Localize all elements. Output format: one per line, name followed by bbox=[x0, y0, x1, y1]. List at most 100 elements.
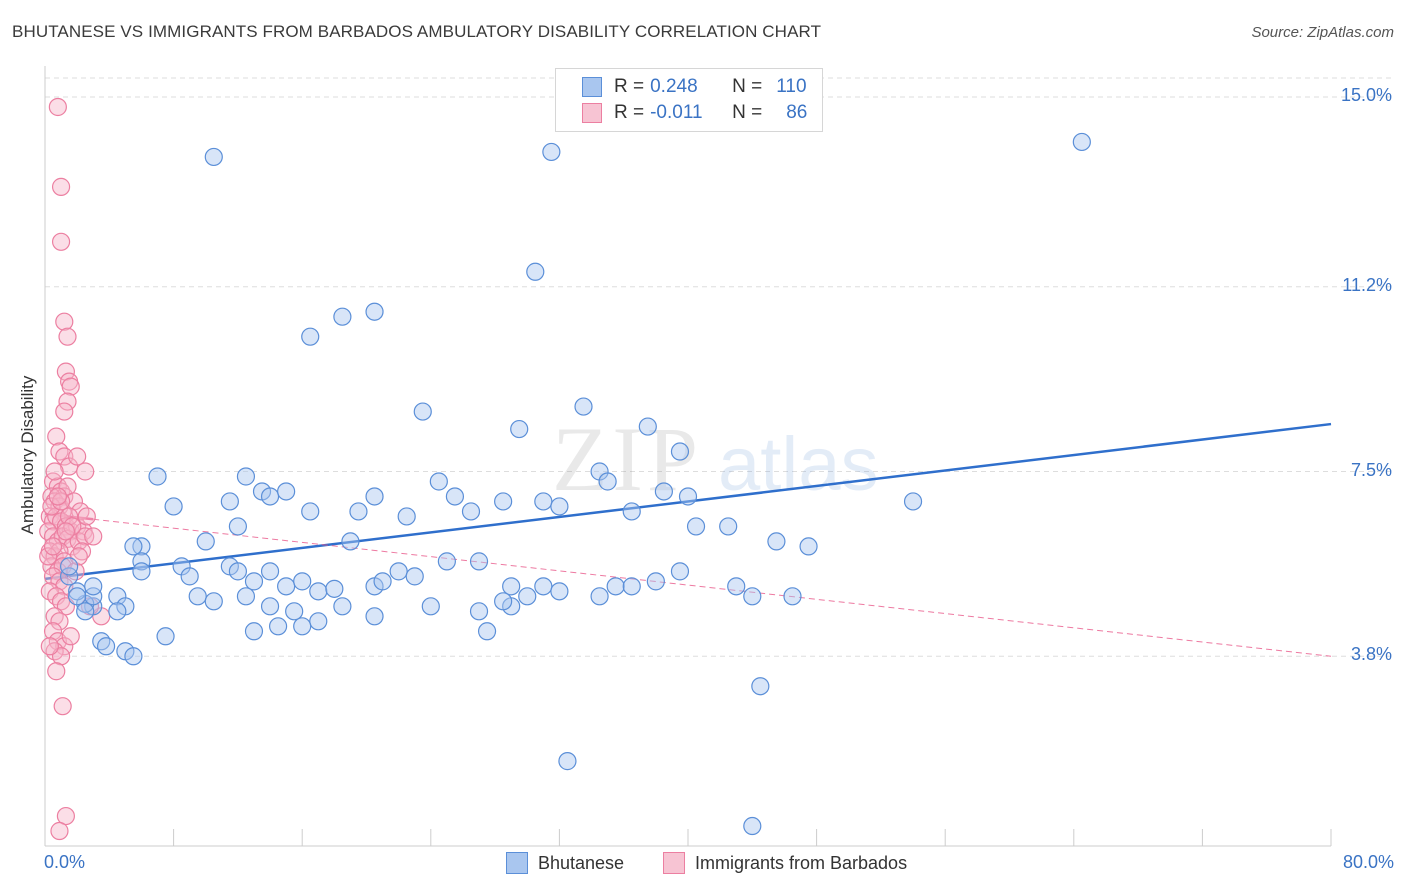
bhutanese-point bbox=[469, 552, 489, 571]
bhutanese-point bbox=[389, 562, 408, 581]
bhutanese-point bbox=[767, 532, 786, 551]
bhutanese-point bbox=[76, 602, 95, 621]
legend-swatch-barbados bbox=[582, 103, 602, 123]
legend-r-value-barbados: -0.011 bbox=[650, 102, 703, 123]
barbados-point bbox=[48, 487, 67, 506]
barbados-point bbox=[50, 612, 69, 631]
bhutanese-point bbox=[437, 552, 456, 571]
bhutanese-point bbox=[719, 517, 738, 536]
barbados-point bbox=[58, 477, 77, 496]
bhutanese-point bbox=[678, 487, 698, 506]
bhutanese-point bbox=[445, 487, 465, 506]
bhutanese-point bbox=[60, 567, 79, 586]
bhutanese-point bbox=[124, 647, 143, 666]
bhutanese-point bbox=[260, 562, 280, 581]
barbados-point bbox=[68, 447, 87, 466]
bhutanese-point bbox=[301, 502, 320, 521]
barbados-point bbox=[72, 542, 92, 561]
barbados-point bbox=[43, 537, 63, 556]
bhutanese-point bbox=[558, 752, 577, 771]
bhutanese-point bbox=[799, 537, 818, 556]
bhutanese-point bbox=[550, 497, 569, 516]
bottom-legend-swatch-bhutanese bbox=[506, 852, 528, 874]
barbados-point bbox=[48, 477, 67, 496]
barbados-point bbox=[48, 97, 67, 117]
bhutanese-point bbox=[461, 502, 481, 521]
bhutanese-point bbox=[421, 597, 440, 616]
barbados-point bbox=[45, 607, 64, 626]
bhutanese-point bbox=[622, 502, 641, 521]
bhutanese-point bbox=[108, 602, 127, 621]
bhutanese-point bbox=[638, 417, 657, 436]
bhutanese-point bbox=[132, 552, 151, 571]
bhutanese-point bbox=[550, 582, 569, 601]
axes bbox=[44, 66, 1332, 847]
barbados-point bbox=[55, 402, 74, 421]
bhutanese-point bbox=[220, 492, 239, 511]
bhutanese-point bbox=[188, 587, 207, 606]
bhutanese-point bbox=[132, 562, 151, 581]
barbados-point bbox=[84, 527, 103, 546]
barbados-point bbox=[76, 462, 95, 481]
bhutanese-point bbox=[204, 147, 223, 167]
barbados-point bbox=[55, 637, 74, 656]
x-tick-label-right: 80.0% bbox=[1342, 852, 1394, 872]
bhutanese-point bbox=[124, 537, 143, 556]
bottom-legend-barbados: Immigrants from Barbados bbox=[663, 852, 907, 874]
barbados-point bbox=[69, 547, 88, 566]
barbados-point bbox=[61, 627, 80, 646]
y-tick-label: 3.8% bbox=[1350, 644, 1392, 665]
barbados-point bbox=[50, 821, 69, 841]
bhutanese-point bbox=[244, 572, 264, 591]
barbados-point bbox=[43, 622, 63, 641]
bhutanese-point bbox=[670, 442, 690, 461]
legend-r-label: R = bbox=[614, 102, 645, 123]
bottom-legend-bhutanese: Bhutanese bbox=[506, 852, 624, 874]
bhutanese-point bbox=[574, 397, 593, 416]
bhutanese-point bbox=[365, 607, 384, 626]
bhutanese-point bbox=[542, 142, 561, 162]
bhutanese-trend-line bbox=[44, 422, 1332, 581]
bhutanese-point bbox=[365, 302, 384, 321]
bhutanese-point bbox=[228, 562, 247, 581]
bhutanese-point bbox=[743, 816, 762, 836]
barbados-point bbox=[77, 507, 96, 526]
bhutanese-point bbox=[622, 577, 641, 596]
bhutanese-point bbox=[84, 577, 103, 596]
bhutanese-point bbox=[301, 327, 320, 346]
barbados-point bbox=[51, 177, 71, 196]
bottom-legend-swatch-barbados bbox=[663, 852, 685, 874]
bhutanese-point bbox=[260, 597, 280, 616]
bhutanese-point bbox=[309, 612, 328, 631]
watermark-zip: ZIP bbox=[552, 408, 702, 510]
bhutanese-point bbox=[228, 517, 247, 536]
bhutanese-point bbox=[590, 587, 609, 606]
bhutanese-point bbox=[510, 419, 529, 439]
barbados-point bbox=[58, 392, 77, 411]
legend-r-value-bhutanese: 0.248 bbox=[650, 76, 698, 97]
legend-n-value-barbados: 86 bbox=[786, 102, 808, 123]
barbados-point bbox=[55, 447, 74, 466]
bhutanese-point bbox=[309, 582, 328, 601]
bhutanese-point bbox=[96, 637, 116, 656]
bhutanese-point bbox=[164, 497, 183, 516]
bhutanese-point bbox=[277, 577, 296, 596]
bhutanese-point bbox=[196, 532, 215, 551]
bhutanese-point bbox=[268, 617, 288, 636]
bottom-legend-label-barbados: Immigrants from Barbados bbox=[695, 852, 908, 873]
source-label: Source: ZipAtlas.com bbox=[1251, 24, 1394, 41]
barbados-point bbox=[53, 697, 72, 716]
legend-swatch-bhutanese bbox=[582, 77, 602, 97]
bhutanese-point bbox=[333, 597, 352, 616]
y-tick-label: 11.2% bbox=[1342, 274, 1392, 295]
bhutanese-point bbox=[783, 587, 802, 606]
barbados-point bbox=[50, 442, 69, 461]
watermark: ZIP atlas bbox=[552, 408, 879, 510]
bhutanese-point bbox=[646, 572, 665, 591]
bhutanese-point bbox=[365, 487, 384, 506]
bhutanese-point bbox=[277, 482, 296, 501]
bhutanese-point bbox=[397, 507, 416, 526]
bottom-legend-label-bhutanese: Bhutanese bbox=[538, 852, 625, 873]
bhutanese-point bbox=[68, 587, 87, 606]
bhutanese-point bbox=[606, 577, 625, 596]
